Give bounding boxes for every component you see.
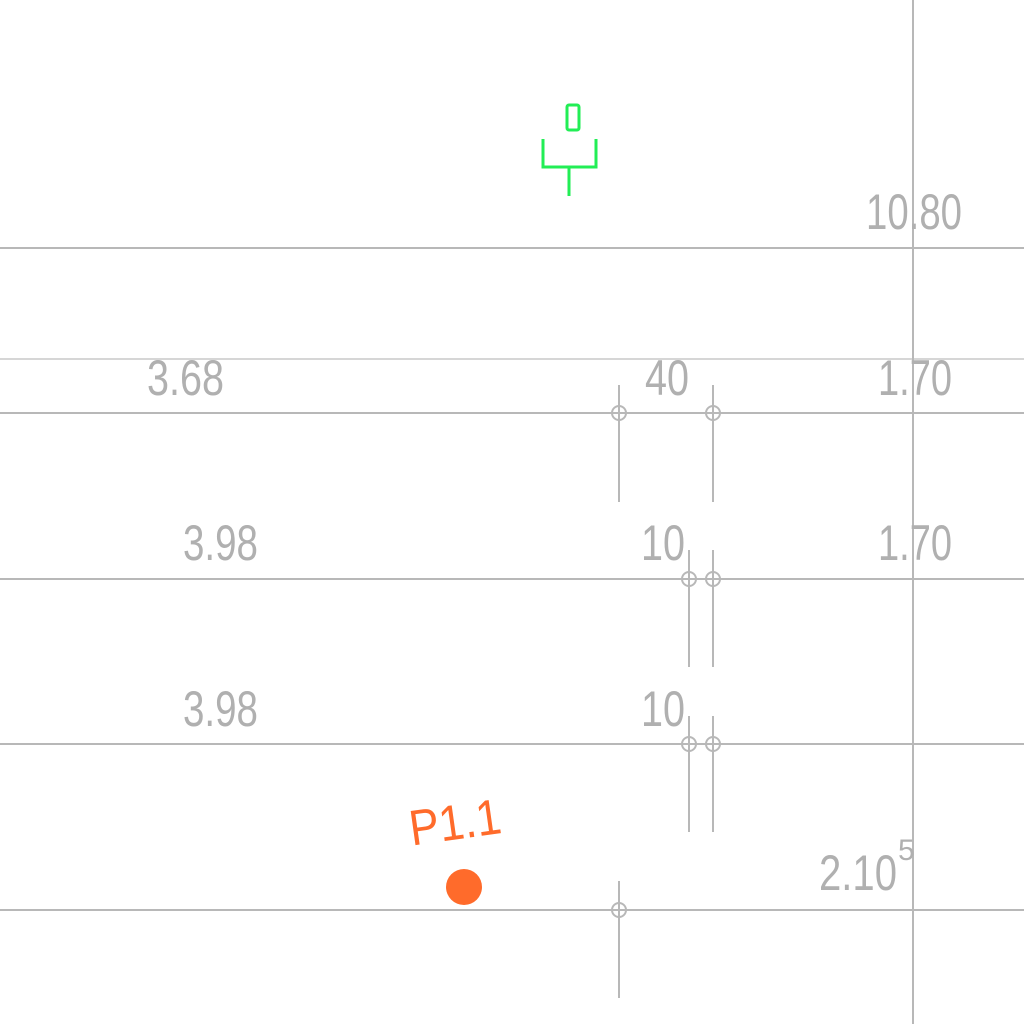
tick-circle bbox=[705, 736, 721, 752]
dimension-row2-right: 1.70 bbox=[878, 515, 952, 571]
green-fixture-symbol-icon bbox=[541, 103, 598, 196]
dimension-row2-left: 3.98 bbox=[183, 515, 258, 571]
marker-label: P1.1 bbox=[406, 788, 505, 856]
tick-circle bbox=[681, 736, 697, 752]
tick-circle bbox=[705, 405, 721, 421]
dimension-top-right: 10.80 bbox=[866, 184, 962, 240]
tick-circle bbox=[705, 571, 721, 587]
dimension-row3-mid: 10 bbox=[641, 681, 685, 737]
tick-group bbox=[611, 385, 721, 998]
tick-circle bbox=[681, 571, 697, 587]
dimension-row2-mid: 10 bbox=[641, 515, 685, 571]
dimension-row3-left: 3.98 bbox=[183, 681, 258, 737]
dimension-row1-mid: 40 bbox=[645, 350, 689, 406]
dimension-row1-right: 1.70 bbox=[878, 350, 952, 406]
marker-dot-icon[interactable] bbox=[446, 869, 482, 905]
dimension-bottom-right: 2.10 bbox=[819, 845, 897, 901]
dimension-bottom-right-superscript: 5 bbox=[898, 834, 915, 867]
dimension-row1-left: 3.68 bbox=[147, 350, 224, 406]
tick-circle bbox=[611, 902, 627, 918]
tick-circle bbox=[611, 405, 627, 421]
